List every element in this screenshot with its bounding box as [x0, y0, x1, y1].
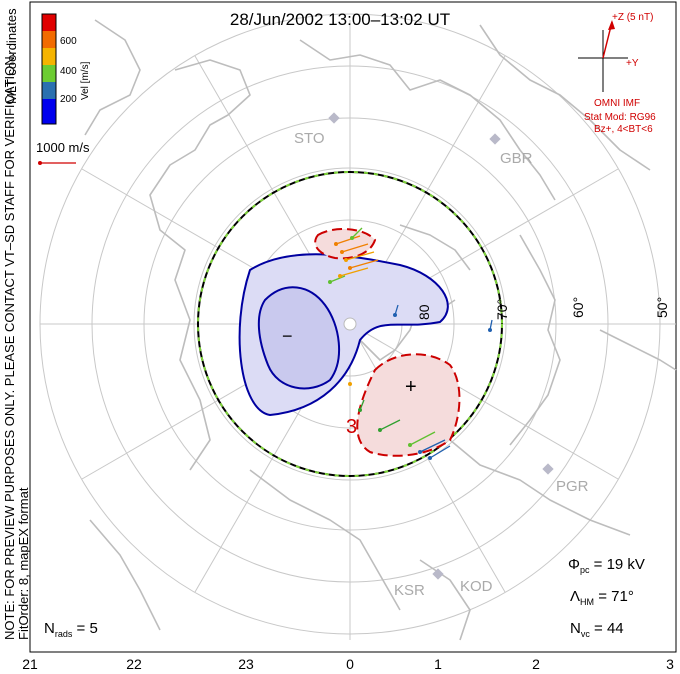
negative-cell-marker: − [282, 326, 293, 346]
legend-tick-200: 200 [60, 94, 77, 105]
station-marker-icon [489, 133, 501, 145]
imf-arrowhead-icon [608, 20, 615, 30]
station-label-ksr: KSR [394, 582, 425, 599]
station-label-pgr: PGR [556, 478, 589, 495]
mlt-tick-2: 2 [532, 656, 540, 672]
velocity-vector [349, 259, 379, 269]
imf-z-label: +Z (5 nT) [612, 12, 654, 23]
legend-color-swatch [42, 14, 56, 31]
velocity-vector [409, 431, 436, 446]
legend-tick-600: 600 [60, 36, 77, 47]
legend-color-swatch [42, 99, 56, 124]
velocity-vector [351, 227, 363, 239]
velocity-vector [329, 275, 346, 283]
station-markers [328, 112, 554, 580]
fit-order-note: FitOrder: 8, mapEX format [16, 487, 31, 640]
latitude-label-80: 80 [416, 304, 432, 320]
velocity-vector [419, 439, 446, 453]
pole-marker [343, 317, 357, 331]
station-label-gbr: GBR [500, 150, 533, 167]
station-label-kod: KOD [460, 578, 493, 595]
latitude-label-50: 50° [654, 296, 670, 318]
scale-vector-origin [38, 161, 42, 165]
legend-axis-label: Vel [m/s] [80, 61, 91, 100]
vector-origins [328, 236, 492, 460]
velocity-vector [339, 267, 369, 277]
legend-color-swatch [42, 65, 56, 82]
velocity-vectors [329, 227, 493, 459]
negative-cell-inner [257, 286, 341, 390]
mlt-tick-1: 1 [434, 656, 442, 672]
radar-count: Nrads = 5 [44, 620, 98, 639]
velocity-vector [345, 251, 375, 261]
preview-note: NOTE: FOR PREVIEW PURPOSES ONLY. PLEASE … [2, 52, 17, 640]
legend-tick-400: 400 [60, 66, 77, 77]
velocity-vector [379, 419, 401, 431]
legend-color-swatch [42, 48, 56, 65]
map-frame [29, 1, 677, 653]
positive-cell-bottom [356, 353, 461, 457]
positive-cell-marker: + [405, 376, 417, 398]
mlt-tick-22: 22 [126, 656, 142, 672]
legend-color-swatch [42, 31, 56, 48]
imf-dial [578, 20, 628, 92]
imf-y-label: +Y [626, 58, 639, 69]
mlt-tick-0: 0 [346, 656, 354, 672]
contour-value-label: 3 [346, 416, 358, 438]
latitude-label-70: 70° [494, 298, 510, 320]
mlt-tick-21: 21 [22, 656, 38, 672]
velocity-vector [335, 235, 361, 245]
station-marker-icon [432, 568, 444, 580]
vector-count: Nvc = 44 [570, 620, 624, 639]
mlt-tick-3: 3 [666, 656, 674, 672]
station-marker-icon [542, 463, 554, 475]
scale-label: 1000 m/s [36, 140, 90, 155]
heppner-maynard-dashes [197, 171, 503, 477]
velocity-vector [341, 243, 369, 253]
hm-boundary-latitude: ΛHM = 71° [570, 588, 634, 607]
stat-model: Stat Mod: RG96 [584, 112, 656, 123]
velocity-vector [429, 445, 451, 459]
map-title: 28/Jun/2002 13:00–13:02 UT [229, 10, 451, 29]
station-label-sto: STO [294, 130, 325, 147]
cross-polar-potential: Φpc = 19 kV [568, 556, 645, 575]
legend-color-swatch [42, 82, 56, 99]
latitude-label-60: 60° [570, 296, 586, 318]
imf-source: OMNI IMF [594, 98, 641, 109]
velocity-color-bar [41, 13, 57, 125]
station-marker-icon [328, 112, 340, 124]
mlt-tick-23: 23 [238, 656, 254, 672]
imf-condition: Bz+, 4<BT<6 [594, 124, 653, 135]
